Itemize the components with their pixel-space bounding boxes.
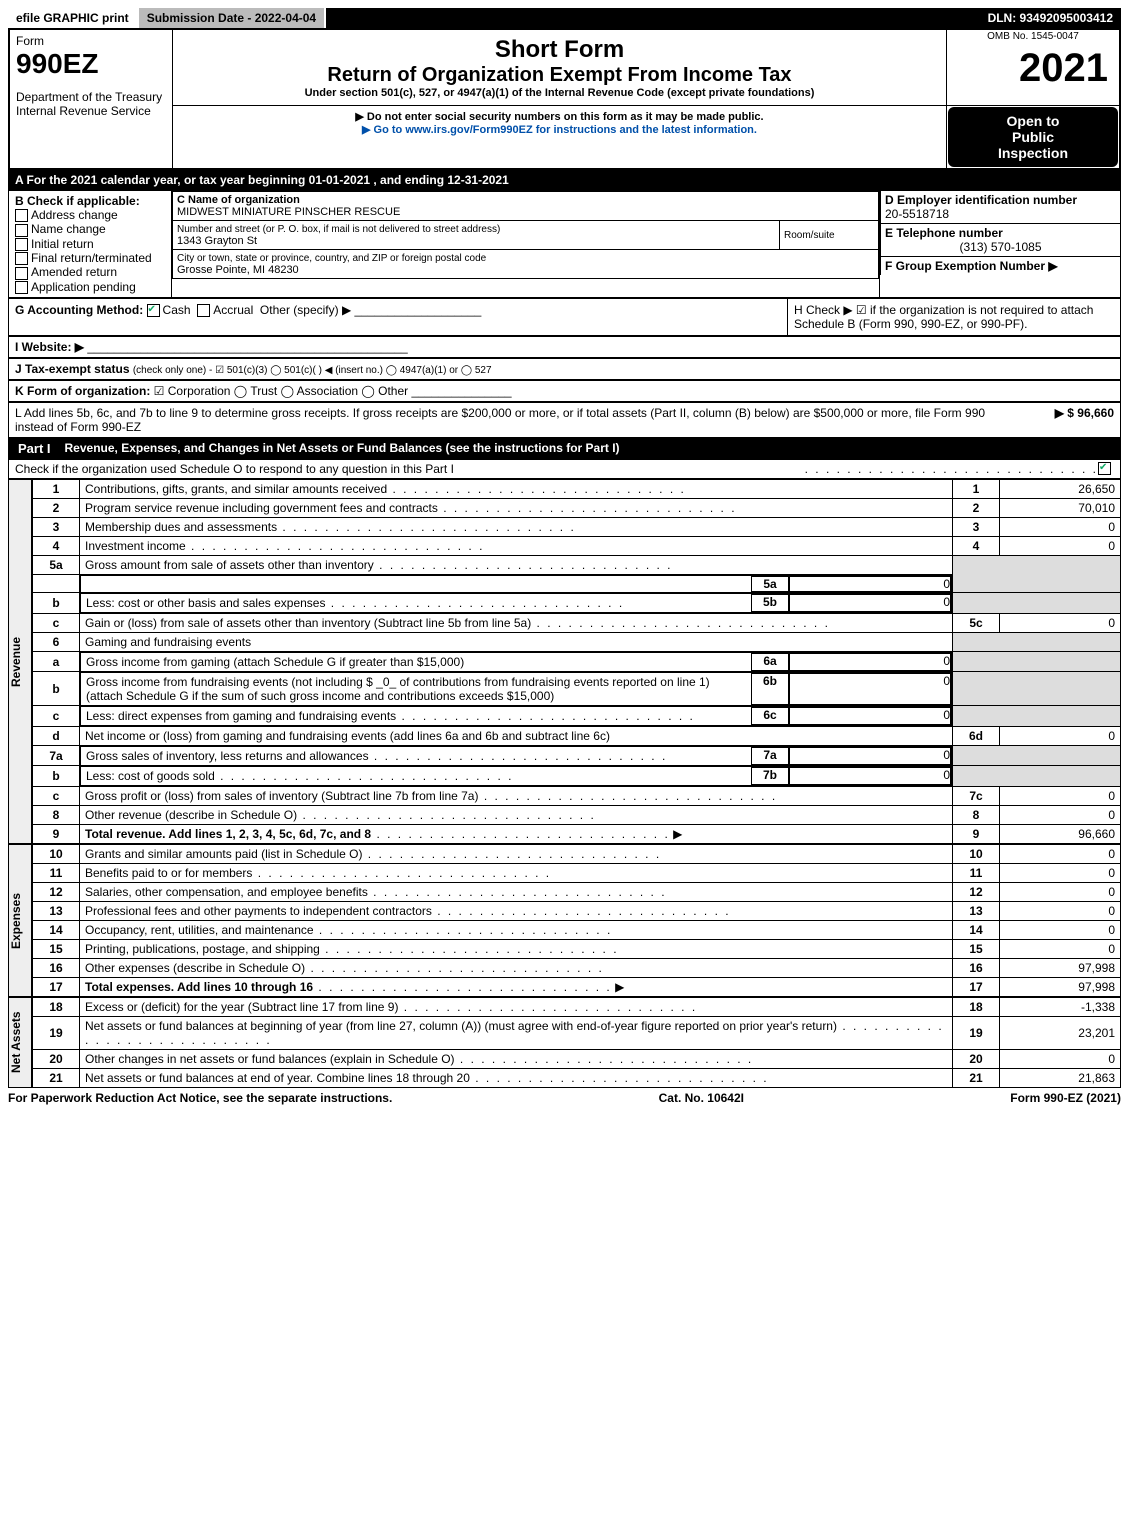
line-17: 17Total expenses. Add lines 10 through 1… <box>33 977 1121 996</box>
e-label: E Telephone number <box>885 226 1003 240</box>
line-a-taxyear: A For the 2021 calendar year, or tax yea… <box>8 170 1121 190</box>
b-opt-address[interactable]: Address change <box>15 208 165 222</box>
topbar: efile GRAPHIC print Submission Date - 20… <box>8 8 1121 28</box>
line-2: 2Program service revenue including gover… <box>33 498 1121 517</box>
line-13: 13Professional fees and other payments t… <box>33 901 1121 920</box>
telephone: (313) 570-1085 <box>885 240 1116 254</box>
netassets-section-label: Net Assets <box>8 997 32 1088</box>
ssn-warning: ▶ Do not enter social security numbers o… <box>177 110 942 123</box>
line-8: 8Other revenue (describe in Schedule O)8… <box>33 805 1121 824</box>
line-5a: 5aGross amount from sale of assets other… <box>33 555 1121 574</box>
footer-catno: Cat. No. 10642I <box>659 1091 744 1105</box>
line-20: 20Other changes in net assets or fund ba… <box>33 1049 1121 1068</box>
line-21: 21Net assets or fund balances at end of … <box>33 1068 1121 1087</box>
ein: 20-5518718 <box>885 207 949 221</box>
under-section: Under section 501(c), 527, or 4947(a)(1)… <box>179 87 940 99</box>
expenses-table: 10Grants and similar amounts paid (list … <box>32 844 1121 997</box>
b-opt-final[interactable]: Final return/terminated <box>15 251 165 265</box>
line-12: 12Salaries, other compensation, and empl… <box>33 882 1121 901</box>
open-public-badge: Open to Public Inspection <box>948 107 1118 167</box>
irs-label: Internal Revenue Service <box>16 104 166 118</box>
part1-header: Part I Revenue, Expenses, and Changes in… <box>8 438 1121 459</box>
b-opt-amended[interactable]: Amended return <box>15 265 165 279</box>
line-7b: bLess: cost of goods sold7b0 <box>33 766 1121 787</box>
line-11: 11Benefits paid to or for members110 <box>33 863 1121 882</box>
b-opt-pending[interactable]: Application pending <box>15 280 165 294</box>
netassets-table: 18Excess or (deficit) for the year (Subt… <box>32 997 1121 1088</box>
line-6a: aGross income from gaming (attach Schedu… <box>33 651 1121 672</box>
submission-date: Submission Date - 2022-04-04 <box>139 8 326 28</box>
d-label: D Employer identification number <box>885 193 1077 207</box>
part1-schedule-o-checkbox[interactable] <box>1098 462 1111 475</box>
line-19: 19Net assets or fund balances at beginni… <box>33 1016 1121 1049</box>
b-opt-name[interactable]: Name change <box>15 222 165 236</box>
dln: DLN: 93492095003412 <box>980 8 1121 28</box>
section-l: L Add lines 5b, 6c, and 7b to line 9 to … <box>8 402 1121 438</box>
room-label: Room/suite <box>784 230 835 241</box>
line-18: 18Excess or (deficit) for the year (Subt… <box>33 997 1121 1016</box>
line-6: 6Gaming and fundraising events <box>33 632 1121 651</box>
section-c: C Name of organization MIDWEST MINIATURE… <box>172 191 879 279</box>
line-5b: bLess: cost or other basis and sales exp… <box>33 593 1121 614</box>
city-state-zip: Grosse Pointe, MI 48230 <box>177 264 299 276</box>
line-14: 14Occupancy, rent, utilities, and mainte… <box>33 920 1121 939</box>
org-name: MIDWEST MINIATURE PINSCHER RESCUE <box>177 206 400 218</box>
line-3: 3Membership dues and assessments30 <box>33 517 1121 536</box>
form-header: Form 990EZ Department of the Treasury In… <box>8 28 1121 170</box>
part1-check-row: Check if the organization used Schedule … <box>8 459 1121 479</box>
revenue-section-label: Revenue <box>8 479 32 844</box>
section-j: J Tax-exempt status (check only one) - ☑… <box>8 358 1121 380</box>
line-7c: cGross profit or (loss) from sales of in… <box>33 786 1121 805</box>
revenue-table: 1Contributions, gifts, grants, and simil… <box>32 479 1121 844</box>
page-footer: For Paperwork Reduction Act Notice, see … <box>8 1088 1121 1105</box>
street-address: 1343 Grayton St <box>177 235 257 247</box>
line-9: 9Total revenue. Add lines 1, 2, 3, 4, 5c… <box>33 824 1121 843</box>
b-title: B Check if applicable: <box>15 194 165 208</box>
line-15: 15Printing, publications, postage, and s… <box>33 939 1121 958</box>
g-cash-checkbox[interactable] <box>147 304 160 317</box>
c-label: C Name of organization <box>177 194 300 206</box>
f-label: F Group Exemption Number ▶ <box>885 259 1058 273</box>
street-label: Number and street (or P. O. box, if mail… <box>177 224 500 235</box>
line-7a: 7aGross sales of inventory, less returns… <box>33 745 1121 766</box>
footer-left: For Paperwork Reduction Act Notice, see … <box>8 1091 392 1105</box>
form-number: 990EZ <box>16 48 166 80</box>
section-i: I Website: ▶ ___________________________… <box>8 336 1121 358</box>
goto-link[interactable]: ▶ Go to www.irs.gov/Form990EZ for instru… <box>177 123 942 136</box>
l-amount: ▶ $ 96,660 <box>994 406 1114 434</box>
omb-no: OMB No. 1545-0047 <box>948 31 1118 42</box>
efile-print-button[interactable]: efile GRAPHIC print <box>8 8 139 28</box>
tax-year: 2021 <box>948 42 1118 95</box>
short-form-title: Short Form <box>179 36 940 64</box>
section-b: B Check if applicable: Address change Na… <box>9 191 172 297</box>
section-h: H Check ▶ ☑ if the organization is not r… <box>787 299 1120 335</box>
line-10: 10Grants and similar amounts paid (list … <box>33 844 1121 863</box>
expenses-section-label: Expenses <box>8 844 32 997</box>
line-6c: cLess: direct expenses from gaming and f… <box>33 706 1121 727</box>
return-title: Return of Organization Exempt From Incom… <box>179 64 940 87</box>
line-6b: bGross income from fundraising events (n… <box>33 672 1121 706</box>
line-16: 16Other expenses (describe in Schedule O… <box>33 958 1121 977</box>
footer-formno: Form 990-EZ (2021) <box>1010 1091 1121 1105</box>
dept-treasury: Department of the Treasury <box>16 90 166 104</box>
line-6d: dNet income or (loss) from gaming and fu… <box>33 726 1121 745</box>
line-1: 1Contributions, gifts, grants, and simil… <box>33 479 1121 498</box>
form-word: Form <box>16 34 166 48</box>
g-accrual-checkbox[interactable] <box>197 304 210 317</box>
line-5c: cGain or (loss) from sale of assets othe… <box>33 613 1121 632</box>
city-label: City or town, state or province, country… <box>177 253 486 264</box>
section-g: G Accounting Method: Cash Accrual Other … <box>9 299 787 335</box>
section-k: K Form of organization: ☑ Corporation ◯ … <box>8 380 1121 402</box>
line-4: 4Investment income40 <box>33 536 1121 555</box>
b-opt-initial[interactable]: Initial return <box>15 237 165 251</box>
